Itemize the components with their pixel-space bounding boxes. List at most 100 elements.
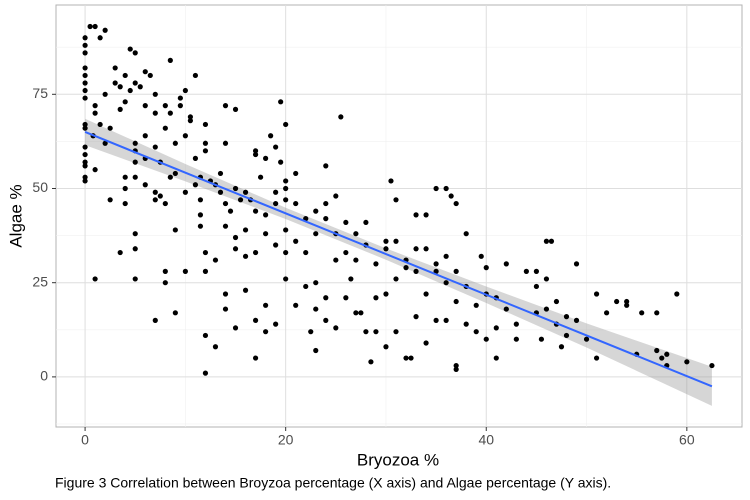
y-tick-label: 50	[32, 179, 48, 195]
point	[709, 362, 715, 369]
point	[172, 227, 178, 233]
point	[448, 193, 454, 199]
point	[197, 197, 204, 203]
point	[283, 276, 289, 282]
point	[513, 336, 519, 342]
point	[343, 219, 349, 226]
point	[92, 276, 98, 282]
point	[142, 69, 148, 75]
point	[107, 197, 113, 203]
point	[112, 65, 118, 71]
point	[117, 249, 123, 256]
point	[82, 151, 88, 158]
point	[263, 231, 269, 237]
point	[278, 159, 284, 165]
point	[573, 261, 580, 267]
point	[167, 174, 173, 180]
point	[222, 306, 229, 312]
point	[684, 359, 690, 365]
point	[182, 189, 188, 195]
point	[82, 95, 88, 101]
point	[152, 189, 158, 195]
point	[132, 140, 138, 146]
x-tick-label: 20	[278, 432, 294, 448]
point	[423, 291, 429, 297]
point	[308, 329, 314, 335]
point	[162, 125, 168, 131]
point	[202, 268, 209, 274]
point	[222, 103, 229, 109]
point	[433, 268, 439, 274]
point	[674, 291, 680, 297]
point	[303, 249, 309, 256]
point	[413, 212, 419, 218]
point	[232, 185, 239, 192]
point	[313, 231, 319, 237]
point	[82, 65, 88, 71]
point	[182, 133, 188, 139]
point	[152, 197, 158, 203]
point	[192, 182, 199, 188]
point	[122, 99, 128, 105]
y-tick-label: 75	[32, 85, 48, 101]
point	[393, 238, 399, 244]
point	[232, 246, 239, 252]
point	[614, 298, 620, 305]
point	[127, 87, 133, 94]
point	[453, 362, 459, 369]
point	[252, 151, 259, 158]
point	[493, 325, 499, 331]
point	[192, 72, 199, 79]
point	[252, 208, 259, 214]
point	[182, 268, 188, 274]
point	[252, 317, 259, 323]
point	[157, 193, 163, 199]
point	[433, 261, 439, 267]
point	[413, 314, 419, 320]
point	[443, 185, 449, 192]
point	[252, 355, 259, 361]
point	[293, 170, 299, 177]
point	[433, 185, 439, 192]
point	[152, 91, 158, 97]
point	[82, 121, 88, 128]
point	[548, 238, 555, 244]
point	[197, 223, 204, 229]
y-tick-label: 25	[32, 273, 48, 289]
point	[82, 80, 88, 86]
point	[423, 246, 429, 252]
point	[383, 344, 389, 350]
point	[664, 351, 670, 357]
point	[543, 276, 550, 282]
point	[177, 95, 183, 101]
point	[82, 50, 88, 56]
point	[167, 57, 173, 63]
point	[403, 265, 409, 271]
point	[197, 212, 204, 218]
point	[217, 170, 224, 177]
point	[333, 257, 339, 263]
point	[202, 249, 209, 256]
point	[413, 246, 419, 252]
point	[273, 189, 279, 195]
point	[273, 321, 279, 327]
point	[423, 212, 429, 218]
point	[333, 325, 339, 331]
point	[283, 121, 289, 128]
point	[273, 242, 279, 248]
point	[167, 110, 173, 116]
point	[453, 366, 459, 372]
point	[82, 35, 88, 41]
point	[323, 317, 329, 323]
point	[172, 140, 178, 146]
point	[132, 174, 138, 180]
y-tick-label: 0	[40, 368, 48, 384]
point	[383, 246, 389, 252]
point	[293, 200, 299, 207]
point	[358, 310, 364, 316]
point	[443, 280, 449, 286]
plot-panel	[55, 4, 743, 428]
point	[393, 329, 399, 335]
point	[217, 189, 224, 195]
